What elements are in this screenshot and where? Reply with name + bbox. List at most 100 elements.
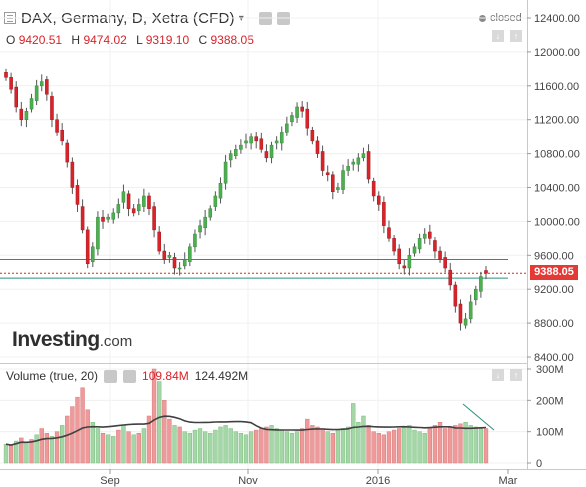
volume-bar <box>422 432 427 464</box>
volume-bar <box>274 428 279 464</box>
volume-bar <box>361 415 366 464</box>
candle-body <box>422 233 427 239</box>
volume-bar <box>366 425 371 464</box>
candle-body <box>70 161 75 188</box>
candle-body <box>193 233 197 248</box>
volume-bar <box>248 431 254 464</box>
volume-bar <box>356 422 361 464</box>
price-tick-label: 10800.00 <box>534 149 580 161</box>
candle-body <box>274 140 279 144</box>
volume-bar <box>182 431 187 464</box>
candle-body <box>371 180 376 197</box>
volume-bar <box>172 425 177 464</box>
volume-bar <box>294 431 300 464</box>
candle-body <box>55 119 59 133</box>
candle-body <box>147 195 151 209</box>
volume-bar <box>90 422 95 464</box>
volume-bar <box>85 409 90 464</box>
candle-body <box>417 238 422 250</box>
volume-bar <box>330 432 335 464</box>
candle-body <box>264 151 269 159</box>
volume-bar <box>407 425 412 464</box>
volume-bar <box>19 437 24 464</box>
candle-body <box>91 246 95 262</box>
candle-body <box>392 238 396 252</box>
candle-body <box>448 269 453 286</box>
logo-suffix: .com <box>99 333 133 350</box>
move-up-icon[interactable]: ↑ <box>510 30 522 42</box>
volume-bar <box>192 429 198 464</box>
candle-body <box>213 195 218 207</box>
support-lines[interactable] <box>0 259 527 279</box>
volume-bar <box>65 415 70 464</box>
time-tick-label: Nov <box>238 475 258 487</box>
candle-body <box>290 115 294 123</box>
volume-move-up-icon[interactable]: ↑ <box>510 369 522 381</box>
time-tick-label: 2016 <box>366 475 390 487</box>
price-tick-label: 12400.00 <box>534 13 580 25</box>
volume-bar <box>391 429 397 464</box>
volume-bar <box>412 429 417 464</box>
volume-bar <box>29 439 34 464</box>
price-tick-label: 11600.00 <box>534 81 579 93</box>
volume-bar <box>483 428 489 464</box>
candle-body <box>356 157 361 165</box>
volume-tick-label: 0 <box>536 458 542 470</box>
volume-bar <box>218 426 223 464</box>
volume-bar <box>95 428 101 464</box>
volume-bar <box>202 431 208 464</box>
volume-settings-icon[interactable] <box>104 369 118 383</box>
volume-bar <box>39 428 44 464</box>
volume-title[interactable]: Volume (true, 20) <box>6 369 99 383</box>
volume-bar <box>417 431 422 464</box>
price-tick-label: 12000.00 <box>534 47 580 59</box>
low-label: L <box>136 33 143 47</box>
candle-body <box>29 98 34 110</box>
candle-body <box>203 216 207 229</box>
candle-body <box>96 216 100 250</box>
candle-body <box>453 284 458 307</box>
candle-body <box>65 142 70 163</box>
volume-bar <box>131 434 136 464</box>
volume-bar <box>121 425 126 464</box>
volume-bar <box>371 431 376 464</box>
investing-logo: Investing.com <box>12 328 132 352</box>
candle-body <box>254 136 258 142</box>
volume-bar <box>80 387 85 464</box>
volume-trend-line[interactable] <box>462 403 495 431</box>
candle-body <box>142 195 146 207</box>
candle-body <box>468 301 473 320</box>
candle-body <box>407 255 412 269</box>
volume-bar <box>146 415 152 464</box>
candle-body <box>361 153 366 159</box>
volume-bar <box>162 400 167 464</box>
volume-bar <box>34 434 39 464</box>
volume-bar <box>187 432 192 464</box>
volume-tick-label: 100M <box>536 427 564 439</box>
open-value: 9420.51 <box>18 33 63 47</box>
candle-body <box>376 195 381 205</box>
candle-body <box>188 246 192 262</box>
volume-bar <box>116 429 121 464</box>
price-tick-label: 10000.00 <box>534 216 580 228</box>
candle-body <box>387 227 391 239</box>
volume-bar <box>100 432 106 464</box>
volume-bar <box>238 432 244 464</box>
volume-bar <box>478 428 484 464</box>
move-down-icon[interactable]: ↓ <box>492 30 504 42</box>
candle-body <box>285 123 289 133</box>
candle-body <box>101 216 105 222</box>
candle-body <box>484 270 488 274</box>
volume-bar <box>325 431 330 464</box>
volume-close-icon[interactable] <box>123 369 137 383</box>
price-tick-label: 8400.00 <box>534 352 574 364</box>
candle-body <box>315 140 320 154</box>
volume-move-down-icon[interactable]: ↓ <box>492 369 504 381</box>
volume-bar <box>44 432 50 464</box>
price-tick-label: 10400.00 <box>534 183 580 195</box>
candle-body <box>121 191 126 203</box>
close-label: C <box>198 33 208 47</box>
candlestick-series <box>4 68 488 331</box>
